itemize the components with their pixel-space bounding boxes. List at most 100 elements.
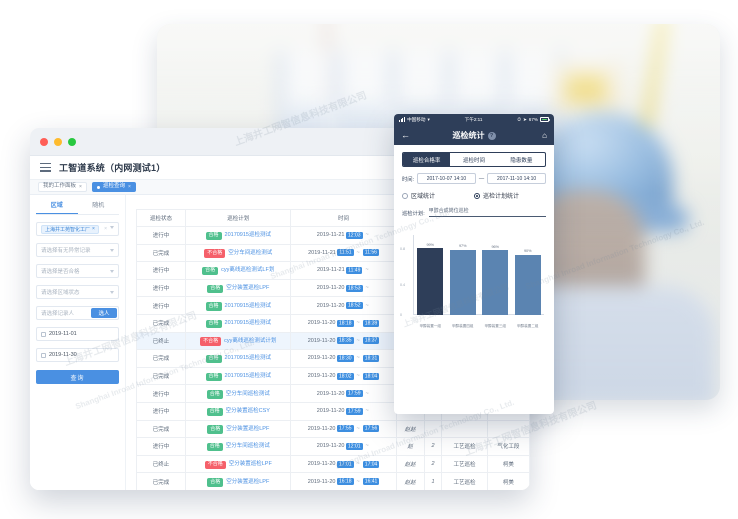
close-icon[interactable]: × [92,226,95,232]
cell-plan: 合格 20170915巡检测试 [185,226,292,245]
table-row[interactable]: 已完成 合格 空分装置巡检LPF 2019-11-20 17:55 ~ 17:56 赵赵 [135,419,530,439]
plan-link[interactable]: 20170915巡检测试 [224,302,271,309]
tab-inspection-query[interactable]: 巡检查询 × [91,182,136,192]
anomaly-select-icon[interactable] [110,248,114,252]
date-end-input[interactable]: 2019-11-30 [36,348,119,362]
cell-area: 柯美 [486,472,530,490]
chart-plot-area: 99% 97% 96% 90% [414,235,544,315]
phone-status-bar: 中国移动 ▾ 下午2:11 ⏱ ➤ 67% [394,114,554,125]
chevron-down-icon[interactable] [110,226,114,229]
bar-column-0: 99% [417,235,444,315]
chevron-down-icon[interactable] [110,269,114,273]
cell-time: 2019-11-20 16:18 ~ 16:41 [290,472,397,490]
cell-status: 进行中 [135,226,187,245]
plan-link[interactable]: 20170915巡检测试 [224,320,271,327]
time-start: 11:51 [337,249,354,257]
chevron-down-icon[interactable] [110,290,114,294]
date-start-input[interactable]: 2019-11-01 [36,327,119,341]
plan-link[interactable]: 空分车间巡检测试 [225,443,270,450]
time-end: 17:04 [362,460,380,468]
time-end-input[interactable]: 2017-11-10 14:10 [487,173,546,185]
plan-link[interactable]: 空分装置巡检LPF [226,478,270,485]
hamburger-icon[interactable] [40,163,51,172]
plan-link[interactable]: cyy离线巡检测试计划 [224,337,277,344]
home-icon[interactable]: ⌂ [542,130,547,140]
radio-plan-stat-label: 巡检计划统计 [483,194,520,201]
time-start: 18:02 [337,372,354,380]
plan-link[interactable]: 空分装置巡检CSY [225,408,270,415]
cell-time: 2019-11-21 12:03 ~ [290,226,397,245]
time-range-label: 时间: [402,176,415,183]
maximize-window-button[interactable] [68,137,76,146]
cell-status: 进行中 [135,296,187,315]
minimize-window-button[interactable] [54,137,62,146]
date-text: 2019-11-21 [316,232,347,239]
time-start: 17:55 [337,425,354,433]
plan-link[interactable]: 20170915巡检测试 [224,232,271,239]
segment-pass-rate[interactable]: 巡检合格率 [403,153,451,167]
plan-link[interactable]: 空分车间巡检测试 [228,249,273,256]
battery-percent: 67% [528,117,538,122]
factory-chip[interactable]: 上海井工苑智化工厂 × [41,224,99,234]
y-tick-2: 0 [400,312,402,317]
time-end: 18:39 [362,319,380,327]
close-icon[interactable]: × [127,183,131,190]
status-badge: 合格 [206,407,223,417]
question-mark-icon[interactable]: ? [487,131,496,140]
segment-hazard-count[interactable]: 隐患数量 [510,157,533,164]
back-arrow-icon[interactable]: ← [401,129,410,140]
radio-selected-icon[interactable] [474,192,480,199]
plan-link[interactable]: 空分装置巡检LPF [226,425,270,432]
close-icon[interactable]: × [79,183,82,190]
table-row[interactable]: 进行中 合格 空分车间巡检测试 2019-11-20 12:01 ~ 赵 2 工艺巡检 气化… [135,437,530,456]
factory-select-icons[interactable]: × [104,226,114,232]
factory-select[interactable]: 上海井工苑智化工厂 × × [36,222,119,236]
sidebar-tab-random[interactable]: 随机 [92,203,105,209]
table-row[interactable]: 已完成 合格 空分装置巡检LPF 2019-11-20 16:18 ~ 16:41 赵赵… [135,472,530,490]
plan-link[interactable]: 空分装置巡检LPF [226,285,270,292]
plan-link[interactable]: 20170915巡检测试 [224,355,271,362]
cell-type [441,419,488,439]
table-row[interactable]: 已终止 不合格 空分装置巡检LPF 2019-11-20 17:01 ~ 17:04 赵… [135,454,530,474]
cell-time: 2019-11-20 12:01 ~ [290,437,397,456]
radio-area-stat[interactable]: 区域统计 [402,191,474,200]
sidebar-tab-area[interactable]: 区域 [36,195,78,214]
segment-inspection-time[interactable]: 巡检时间 [462,157,485,164]
tab-inspection-query-label: 巡检查询 [102,183,125,190]
date-start-value: 2019-11-01 [49,331,77,337]
area-status-select-icon[interactable] [110,290,114,294]
date-text: 2019-11-20 [307,337,337,344]
plan-link[interactable]: 20170915巡检测试 [224,373,271,380]
qualified-select[interactable]: 请选择是否合格 [36,264,119,278]
radio-icon[interactable] [402,192,408,199]
qualified-select-icon[interactable] [110,269,114,273]
x-axis-label-1: 甲醇装置四组 [451,323,474,328]
cell-plan: 合格 20170915巡检测试 [185,349,292,368]
cell-area: 柯美 [486,454,530,474]
plan-link[interactable]: 空分装置巡检LPF [228,461,272,468]
status-badge: 合格 [205,302,222,311]
chevron-down-icon[interactable] [110,248,114,252]
clear-icon[interactable]: × [104,226,107,232]
recorder-input[interactable]: 请选择记录人 选人 [36,306,119,320]
status-badge: 不合格 [200,337,222,346]
select-person-button[interactable]: 选人 [91,308,117,318]
cell-writer: 赵赵 [395,454,425,474]
phone-page-title-text: 巡检统计 [452,130,485,140]
phone-time-range-row: 时间: 2017-10-07 14:10 — 2017-11-10 14:10 [402,173,546,185]
cell-status: 进行中 [135,437,187,456]
time-start-input[interactable]: 2017-10-07 14:10 [417,173,476,185]
cell-abnormal: 2 [423,454,443,474]
plan-value-input[interactable]: 甲醇合成岗位巡检 [428,207,546,217]
cell-plan: 合格 空分装置巡检LPF [185,278,292,298]
close-window-button[interactable] [40,137,48,146]
radio-plan-stat[interactable]: 巡检计划统计 [474,191,546,200]
tab-my-workbench[interactable]: 我的工作面板 × [38,182,87,192]
cell-abnormal [423,419,443,439]
area-status-select[interactable]: 请选择区域状态 [36,285,119,299]
anomaly-select[interactable]: 请选择有无异常记录 [36,243,119,257]
plan-link[interactable]: 空分车间巡检测试 [225,390,270,397]
query-button[interactable]: 查询 [36,370,119,384]
plan-link[interactable]: cyy离线巡检测试LF划 [221,267,275,274]
cell-plan: 合格 cyy离线巡检测试LF划 [185,261,292,280]
